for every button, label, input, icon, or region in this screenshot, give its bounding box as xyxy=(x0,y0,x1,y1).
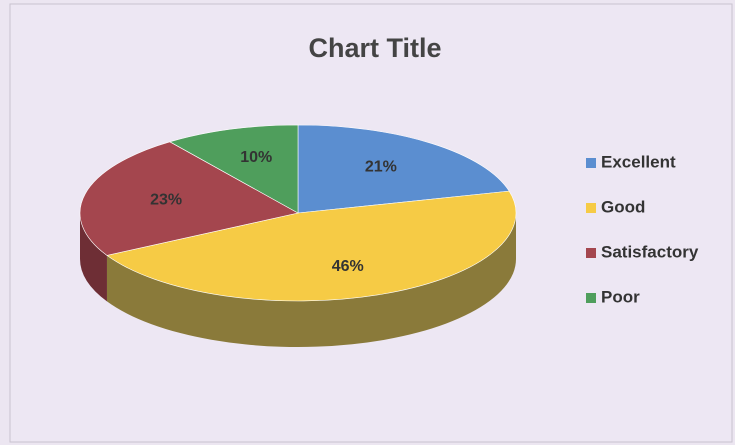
legend-swatch xyxy=(586,158,596,168)
data-label: 10% xyxy=(240,149,272,166)
slice xyxy=(169,124,299,214)
legend-swatch xyxy=(586,293,596,303)
data-label: 46% xyxy=(332,258,364,275)
legend-label: Good xyxy=(601,197,645,216)
legend-label: Satisfactory xyxy=(601,242,699,261)
slice-side xyxy=(106,213,516,348)
legend-swatch xyxy=(586,203,596,213)
chart-title: Chart Title xyxy=(308,33,441,63)
legend-label: Excellent xyxy=(601,152,676,171)
data-label: 21% xyxy=(365,158,397,175)
data-label: 23% xyxy=(150,192,182,209)
legend-label: Poor xyxy=(601,287,640,306)
slice xyxy=(79,141,299,256)
slice xyxy=(297,124,510,214)
slice xyxy=(106,190,517,302)
legend-swatch xyxy=(586,248,596,258)
